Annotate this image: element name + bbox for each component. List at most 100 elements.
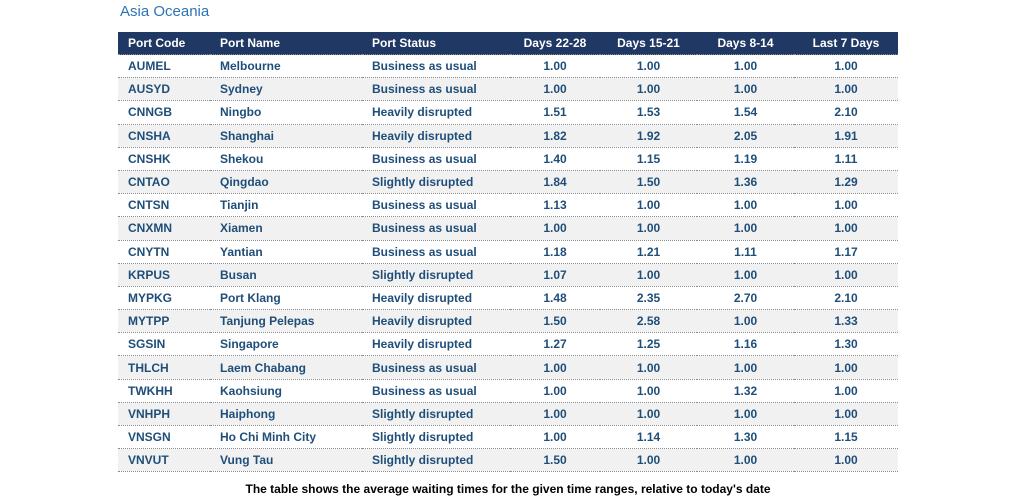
cell-port-name: Xiamen xyxy=(210,216,362,241)
cell-port-code: CNTAO xyxy=(118,170,210,195)
column-header-days-15-21: Days 15-21 xyxy=(600,32,697,55)
table-row: CNNGB Ningbo Heavily disrupted 1.51 1.53 1.54… xyxy=(118,100,898,125)
cell-port-code: VNVUT xyxy=(118,448,210,473)
cell-port-name: Haiphong xyxy=(210,402,362,427)
cell-days-15-21: 1.25 xyxy=(600,332,697,357)
table-row: VNHPH Haiphong Slightly disrupted 1.00 1.00 1… xyxy=(118,402,898,427)
cell-days-8-14: 2.05 xyxy=(697,124,794,148)
cell-days-8-14: 1.00 xyxy=(697,263,794,287)
cell-days-8-14: 1.36 xyxy=(697,170,794,195)
table-row: CNYTN Yantian Business as usual 1.18 1.21 1.1… xyxy=(118,240,898,264)
cell-port-status: Business as usual xyxy=(362,77,510,102)
cell-days-15-21: 1.00 xyxy=(600,355,697,380)
table-footnote: The table shows the average waiting time… xyxy=(245,482,771,496)
cell-port-status: Slightly disrupted xyxy=(362,402,510,427)
cell-days-22-28: 1.00 xyxy=(510,402,600,427)
table-row: AUMEL Melbourne Business as usual 1.00 1.00 1… xyxy=(118,54,898,79)
cell-days-15-21: 1.00 xyxy=(600,402,697,427)
cell-days-8-14: 1.00 xyxy=(697,309,794,334)
cell-port-name: Melbourne xyxy=(210,54,362,79)
cell-port-name: Shekou xyxy=(210,147,362,171)
cell-port-name: Sydney xyxy=(210,77,362,102)
cell-port-code: THLCH xyxy=(118,355,210,380)
cell-days-8-14: 1.00 xyxy=(697,77,794,102)
cell-days-8-14: 1.32 xyxy=(697,379,794,403)
cell-port-name: Tianjin xyxy=(210,193,362,218)
cell-last-7-days: 1.00 xyxy=(794,193,898,218)
cell-days-15-21: 1.00 xyxy=(600,54,697,79)
cell-port-code: AUSYD xyxy=(118,77,210,102)
cell-last-7-days: 2.10 xyxy=(794,286,898,311)
cell-days-15-21: 1.21 xyxy=(600,240,697,264)
cell-days-15-21: 1.14 xyxy=(600,425,697,450)
table-row: MYPKG Port Klang Heavily disrupted 1.48 2.35… xyxy=(118,286,898,311)
cell-last-7-days: 2.10 xyxy=(794,100,898,125)
cell-days-22-28: 1.18 xyxy=(510,240,600,264)
cell-days-22-28: 1.00 xyxy=(510,54,600,79)
cell-days-22-28: 1.40 xyxy=(510,147,600,171)
column-header-days-22-28: Days 22-28 xyxy=(510,32,600,55)
cell-days-15-21: 1.00 xyxy=(600,379,697,403)
cell-port-status: Business as usual xyxy=(362,240,510,264)
cell-port-status: Heavily disrupted xyxy=(362,332,510,357)
cell-last-7-days: 1.00 xyxy=(794,379,898,403)
column-header-port-code: Port Code xyxy=(118,32,210,55)
cell-days-15-21: 1.50 xyxy=(600,170,697,195)
cell-last-7-days: 1.00 xyxy=(794,77,898,102)
cell-port-code: KRPUS xyxy=(118,263,210,287)
cell-days-22-28: 1.07 xyxy=(510,263,600,287)
cell-days-22-28: 1.48 xyxy=(510,286,600,311)
cell-port-code: CNSHA xyxy=(118,124,210,148)
table-row: CNTAO Qingdao Slightly disrupted 1.84 1.50 1.… xyxy=(118,170,898,195)
cell-port-status: Business as usual xyxy=(362,147,510,171)
cell-days-22-28: 1.82 xyxy=(510,124,600,148)
cell-days-15-21: 2.58 xyxy=(600,309,697,334)
cell-days-15-21: 1.53 xyxy=(600,100,697,125)
cell-port-name: Ningbo xyxy=(210,100,362,125)
cell-days-8-14: 1.00 xyxy=(697,216,794,241)
table-header-row: Port Code Port Name Port Status Days 22-28 D… xyxy=(118,32,898,55)
cell-port-status: Slightly disrupted xyxy=(362,448,510,473)
column-header-port-status: Port Status xyxy=(362,32,510,55)
cell-port-status: Slightly disrupted xyxy=(362,170,510,195)
cell-days-15-21: 1.00 xyxy=(600,263,697,287)
cell-last-7-days: 1.00 xyxy=(794,355,898,380)
cell-days-8-14: 2.70 xyxy=(697,286,794,311)
cell-last-7-days: 1.15 xyxy=(794,425,898,450)
cell-last-7-days: 1.30 xyxy=(794,332,898,357)
cell-days-22-28: 1.84 xyxy=(510,170,600,195)
table-row: VNVUT Vung Tau Slightly disrupted 1.50 1.00 1… xyxy=(118,448,898,473)
cell-port-code: VNHPH xyxy=(118,402,210,427)
cell-days-8-14: 1.30 xyxy=(697,425,794,450)
cell-port-code: CNXMN xyxy=(118,216,210,241)
cell-days-8-14: 1.11 xyxy=(697,240,794,264)
cell-days-15-21: 1.00 xyxy=(600,216,697,241)
cell-port-name: Yantian xyxy=(210,240,362,264)
cell-port-code: CNNGB xyxy=(118,100,210,125)
cell-days-15-21: 1.00 xyxy=(600,448,697,473)
cell-last-7-days: 1.00 xyxy=(794,448,898,473)
cell-port-status: Slightly disrupted xyxy=(362,263,510,287)
cell-last-7-days: 1.00 xyxy=(794,402,898,427)
cell-port-status: Heavily disrupted xyxy=(362,124,510,148)
cell-port-name: Busan xyxy=(210,263,362,287)
table-row: TWKHH Kaohsiung Business as usual 1.00 1.00 1… xyxy=(118,379,898,403)
cell-days-15-21: 1.15 xyxy=(600,147,697,171)
cell-days-8-14: 1.00 xyxy=(697,448,794,473)
cell-port-status: Business as usual xyxy=(362,355,510,380)
cell-days-8-14: 1.16 xyxy=(697,332,794,357)
cell-port-code: CNSHK xyxy=(118,147,210,171)
cell-days-8-14: 1.54 xyxy=(697,100,794,125)
cell-port-name: Ho Chi Minh City xyxy=(210,425,362,450)
port-waiting-times-table: Port Code Port Name Port Status Days 22-28 D… xyxy=(118,32,898,473)
cell-port-status: Business as usual xyxy=(362,54,510,79)
cell-last-7-days: 1.00 xyxy=(794,54,898,79)
cell-days-8-14: 1.00 xyxy=(697,193,794,218)
cell-port-code: MYTPP xyxy=(118,309,210,334)
cell-days-22-28: 1.00 xyxy=(510,216,600,241)
cell-last-7-days: 1.00 xyxy=(794,263,898,287)
cell-port-name: Port Klang xyxy=(210,286,362,311)
cell-days-15-21: 2.35 xyxy=(600,286,697,311)
cell-days-8-14: 1.00 xyxy=(697,402,794,427)
